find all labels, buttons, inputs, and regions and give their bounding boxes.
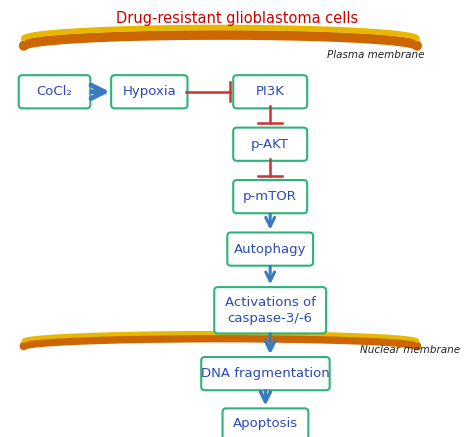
Text: p-AKT: p-AKT: [251, 138, 289, 151]
Text: Drug-resistant glioblastoma cells: Drug-resistant glioblastoma cells: [116, 11, 358, 26]
FancyBboxPatch shape: [214, 287, 326, 333]
Text: Plasma membrane: Plasma membrane: [327, 50, 424, 60]
FancyBboxPatch shape: [233, 75, 307, 108]
Text: Hypoxia: Hypoxia: [122, 85, 176, 98]
Text: p-mTOR: p-mTOR: [243, 190, 297, 203]
Text: PI3K: PI3K: [256, 85, 284, 98]
FancyBboxPatch shape: [233, 180, 307, 213]
Text: Activations of
caspase-3/-6: Activations of caspase-3/-6: [225, 296, 316, 325]
FancyBboxPatch shape: [18, 75, 90, 108]
Text: CoCl₂: CoCl₂: [36, 85, 73, 98]
FancyBboxPatch shape: [227, 232, 313, 266]
FancyBboxPatch shape: [201, 357, 330, 390]
Text: DNA fragmentation: DNA fragmentation: [201, 367, 330, 380]
FancyBboxPatch shape: [233, 128, 307, 161]
Text: Autophagy: Autophagy: [234, 243, 306, 256]
FancyBboxPatch shape: [111, 75, 187, 108]
Text: Nuclear membrane: Nuclear membrane: [360, 345, 460, 354]
FancyBboxPatch shape: [223, 408, 309, 437]
Text: Apoptosis: Apoptosis: [233, 417, 298, 430]
